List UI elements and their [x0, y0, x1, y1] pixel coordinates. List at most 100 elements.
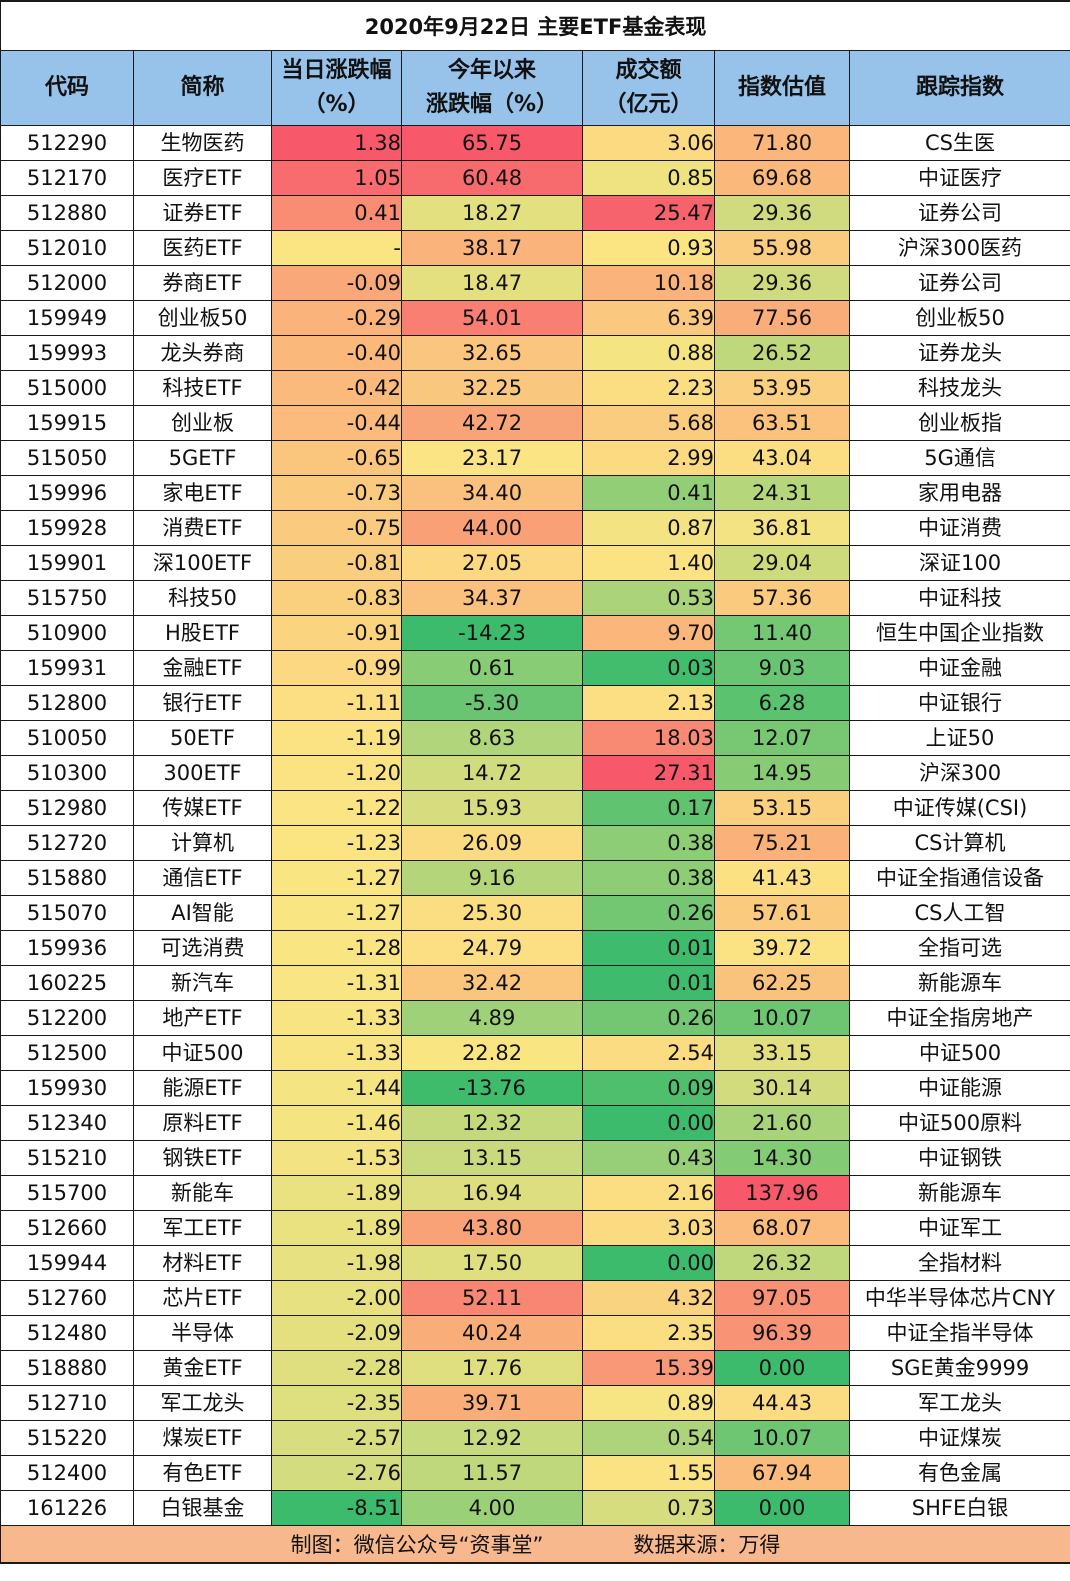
cell-ytd-change: 65.75	[401, 125, 583, 161]
cell-valuation: 21.60	[714, 1105, 850, 1141]
cell-valuation: 53.15	[714, 790, 850, 826]
cell-daily-change: -0.40	[271, 335, 402, 371]
cell-name: 能源ETF	[133, 1070, 272, 1106]
cell-tracking-index: 全指材料	[848, 1245, 1070, 1281]
cell-code: 512290	[0, 125, 134, 161]
table-row: 515050 5GETF -0.65 23.17 2.99 43.04 5G通信	[0, 440, 1070, 476]
cell-code: 512000	[0, 265, 134, 301]
cell-code: 512010	[0, 230, 134, 266]
cell-turnover: 25.47	[582, 195, 715, 231]
cell-name: 通信ETF	[133, 860, 272, 896]
table-row: 515070 AI智能 -1.27 25.30 0.26 57.61 CS人工智	[0, 895, 1070, 931]
cell-ytd-change: 14.72	[401, 755, 583, 791]
cell-code: 512760	[0, 1280, 134, 1316]
cell-valuation: 11.40	[714, 615, 850, 651]
header-name: 简称	[133, 50, 272, 126]
cell-ytd-change: 15.93	[401, 790, 583, 826]
table-row: 515210 钢铁ETF -1.53 13.15 0.43 14.30 中证钢铁	[0, 1140, 1070, 1176]
cell-turnover: 0.38	[582, 860, 715, 896]
cell-turnover: 0.54	[582, 1420, 715, 1456]
cell-ytd-change: 43.80	[401, 1210, 583, 1246]
cell-daily-change: -2.09	[271, 1315, 402, 1351]
cell-valuation: 33.15	[714, 1035, 850, 1071]
cell-turnover: 0.09	[582, 1070, 715, 1106]
cell-tracking-index: CS计算机	[848, 825, 1070, 861]
table-row: 160225 新汽车 -1.31 32.42 0.01 62.25 新能源车	[0, 965, 1070, 1001]
cell-ytd-change: 17.50	[401, 1245, 583, 1281]
cell-daily-change: 1.38	[271, 125, 402, 161]
cell-tracking-index: 中证传媒(CSI)	[848, 790, 1070, 826]
cell-ytd-change: 18.27	[401, 195, 583, 231]
cell-turnover: 0.03	[582, 650, 715, 686]
cell-turnover: 5.68	[582, 405, 715, 441]
cell-valuation: 26.52	[714, 335, 850, 371]
cell-valuation: 36.81	[714, 510, 850, 546]
cell-valuation: 77.56	[714, 300, 850, 336]
cell-turnover: 0.88	[582, 335, 715, 371]
cell-code: 515000	[0, 370, 134, 406]
cell-turnover: 18.03	[582, 720, 715, 756]
table-row: 515220 煤炭ETF -2.57 12.92 0.54 10.07 中证煤炭	[0, 1420, 1070, 1456]
cell-daily-change: -1.44	[271, 1070, 402, 1106]
table-row: 512760 芯片ETF -2.00 52.11 4.32 97.05 中华半导体芯片CNY	[0, 1280, 1070, 1316]
cell-ytd-change: 22.82	[401, 1035, 583, 1071]
cell-ytd-change: 4.00	[401, 1490, 583, 1526]
cell-name: 证券ETF	[133, 195, 272, 231]
cell-name: 白银基金	[133, 1490, 272, 1526]
cell-turnover: 0.73	[582, 1490, 715, 1526]
cell-code: 159928	[0, 510, 134, 546]
cell-turnover: 0.87	[582, 510, 715, 546]
cell-turnover: 15.39	[582, 1350, 715, 1386]
cell-daily-change: -1.98	[271, 1245, 402, 1281]
cell-name: 券商ETF	[133, 265, 272, 301]
cell-tracking-index: 有色金属	[848, 1455, 1070, 1491]
cell-code: 159915	[0, 405, 134, 441]
cell-name: 金融ETF	[133, 650, 272, 686]
cell-code: 161226	[0, 1490, 134, 1526]
cell-tracking-index: 证券公司	[848, 265, 1070, 301]
cell-tracking-index: 中证500原料	[848, 1105, 1070, 1141]
cell-code: 515050	[0, 440, 134, 476]
header-valuation-line: 指数估值	[737, 75, 826, 100]
cell-turnover: 4.32	[582, 1280, 715, 1316]
cell-turnover: 2.23	[582, 370, 715, 406]
cell-code: 515220	[0, 1420, 134, 1456]
cell-code: 515700	[0, 1175, 134, 1211]
cell-valuation: 29.36	[714, 265, 850, 301]
cell-turnover: 3.06	[582, 125, 715, 161]
cell-tracking-index: 中证医疗	[848, 160, 1070, 196]
cell-name: 300ETF	[133, 755, 272, 791]
cell-code: 510900	[0, 615, 134, 651]
cell-ytd-change: 26.09	[401, 825, 583, 861]
cell-name: 材料ETF	[133, 1245, 272, 1281]
cell-name: 医药ETF	[133, 230, 272, 266]
table-row: 512980 传媒ETF -1.22 15.93 0.17 53.15 中证传媒(CSI)	[0, 790, 1070, 826]
cell-tracking-index: 沪深300	[848, 755, 1070, 791]
table-row: 515700 新能车 -1.89 16.94 2.16 137.96 新能源车	[0, 1175, 1070, 1211]
cell-turnover: 3.03	[582, 1210, 715, 1246]
cell-daily-change: -2.76	[271, 1455, 402, 1491]
cell-code: 512500	[0, 1035, 134, 1071]
cell-name: AI智能	[133, 895, 272, 931]
cell-name: 创业板	[133, 405, 272, 441]
header-valuation: 指数估值	[714, 50, 850, 126]
table-row: 510900 H股ETF -0.91 -14.23 9.70 11.40 恒生中国企业指数	[0, 615, 1070, 651]
cell-daily-change: -1.33	[271, 1000, 402, 1036]
cell-ytd-change: 32.25	[401, 370, 583, 406]
cell-valuation: 57.61	[714, 895, 850, 931]
cell-name: 新汽车	[133, 965, 272, 1001]
cell-ytd-change: 8.63	[401, 720, 583, 756]
cell-turnover: 1.40	[582, 545, 715, 581]
cell-name: 地产ETF	[133, 1000, 272, 1036]
cell-turnover: 2.99	[582, 440, 715, 476]
header-tracking-index-line: 跟踪指数	[916, 75, 1005, 100]
header-code: 代码	[0, 50, 134, 126]
cell-daily-change: -2.00	[271, 1280, 402, 1316]
cell-tracking-index: 新能源车	[848, 1175, 1070, 1211]
table-row: 515880 通信ETF -1.27 9.16 0.38 41.43 中证全指通信设备	[0, 860, 1070, 896]
cell-turnover: 10.18	[582, 265, 715, 301]
cell-daily-change: -0.83	[271, 580, 402, 616]
cell-name: 科技ETF	[133, 370, 272, 406]
cell-code: 159901	[0, 545, 134, 581]
